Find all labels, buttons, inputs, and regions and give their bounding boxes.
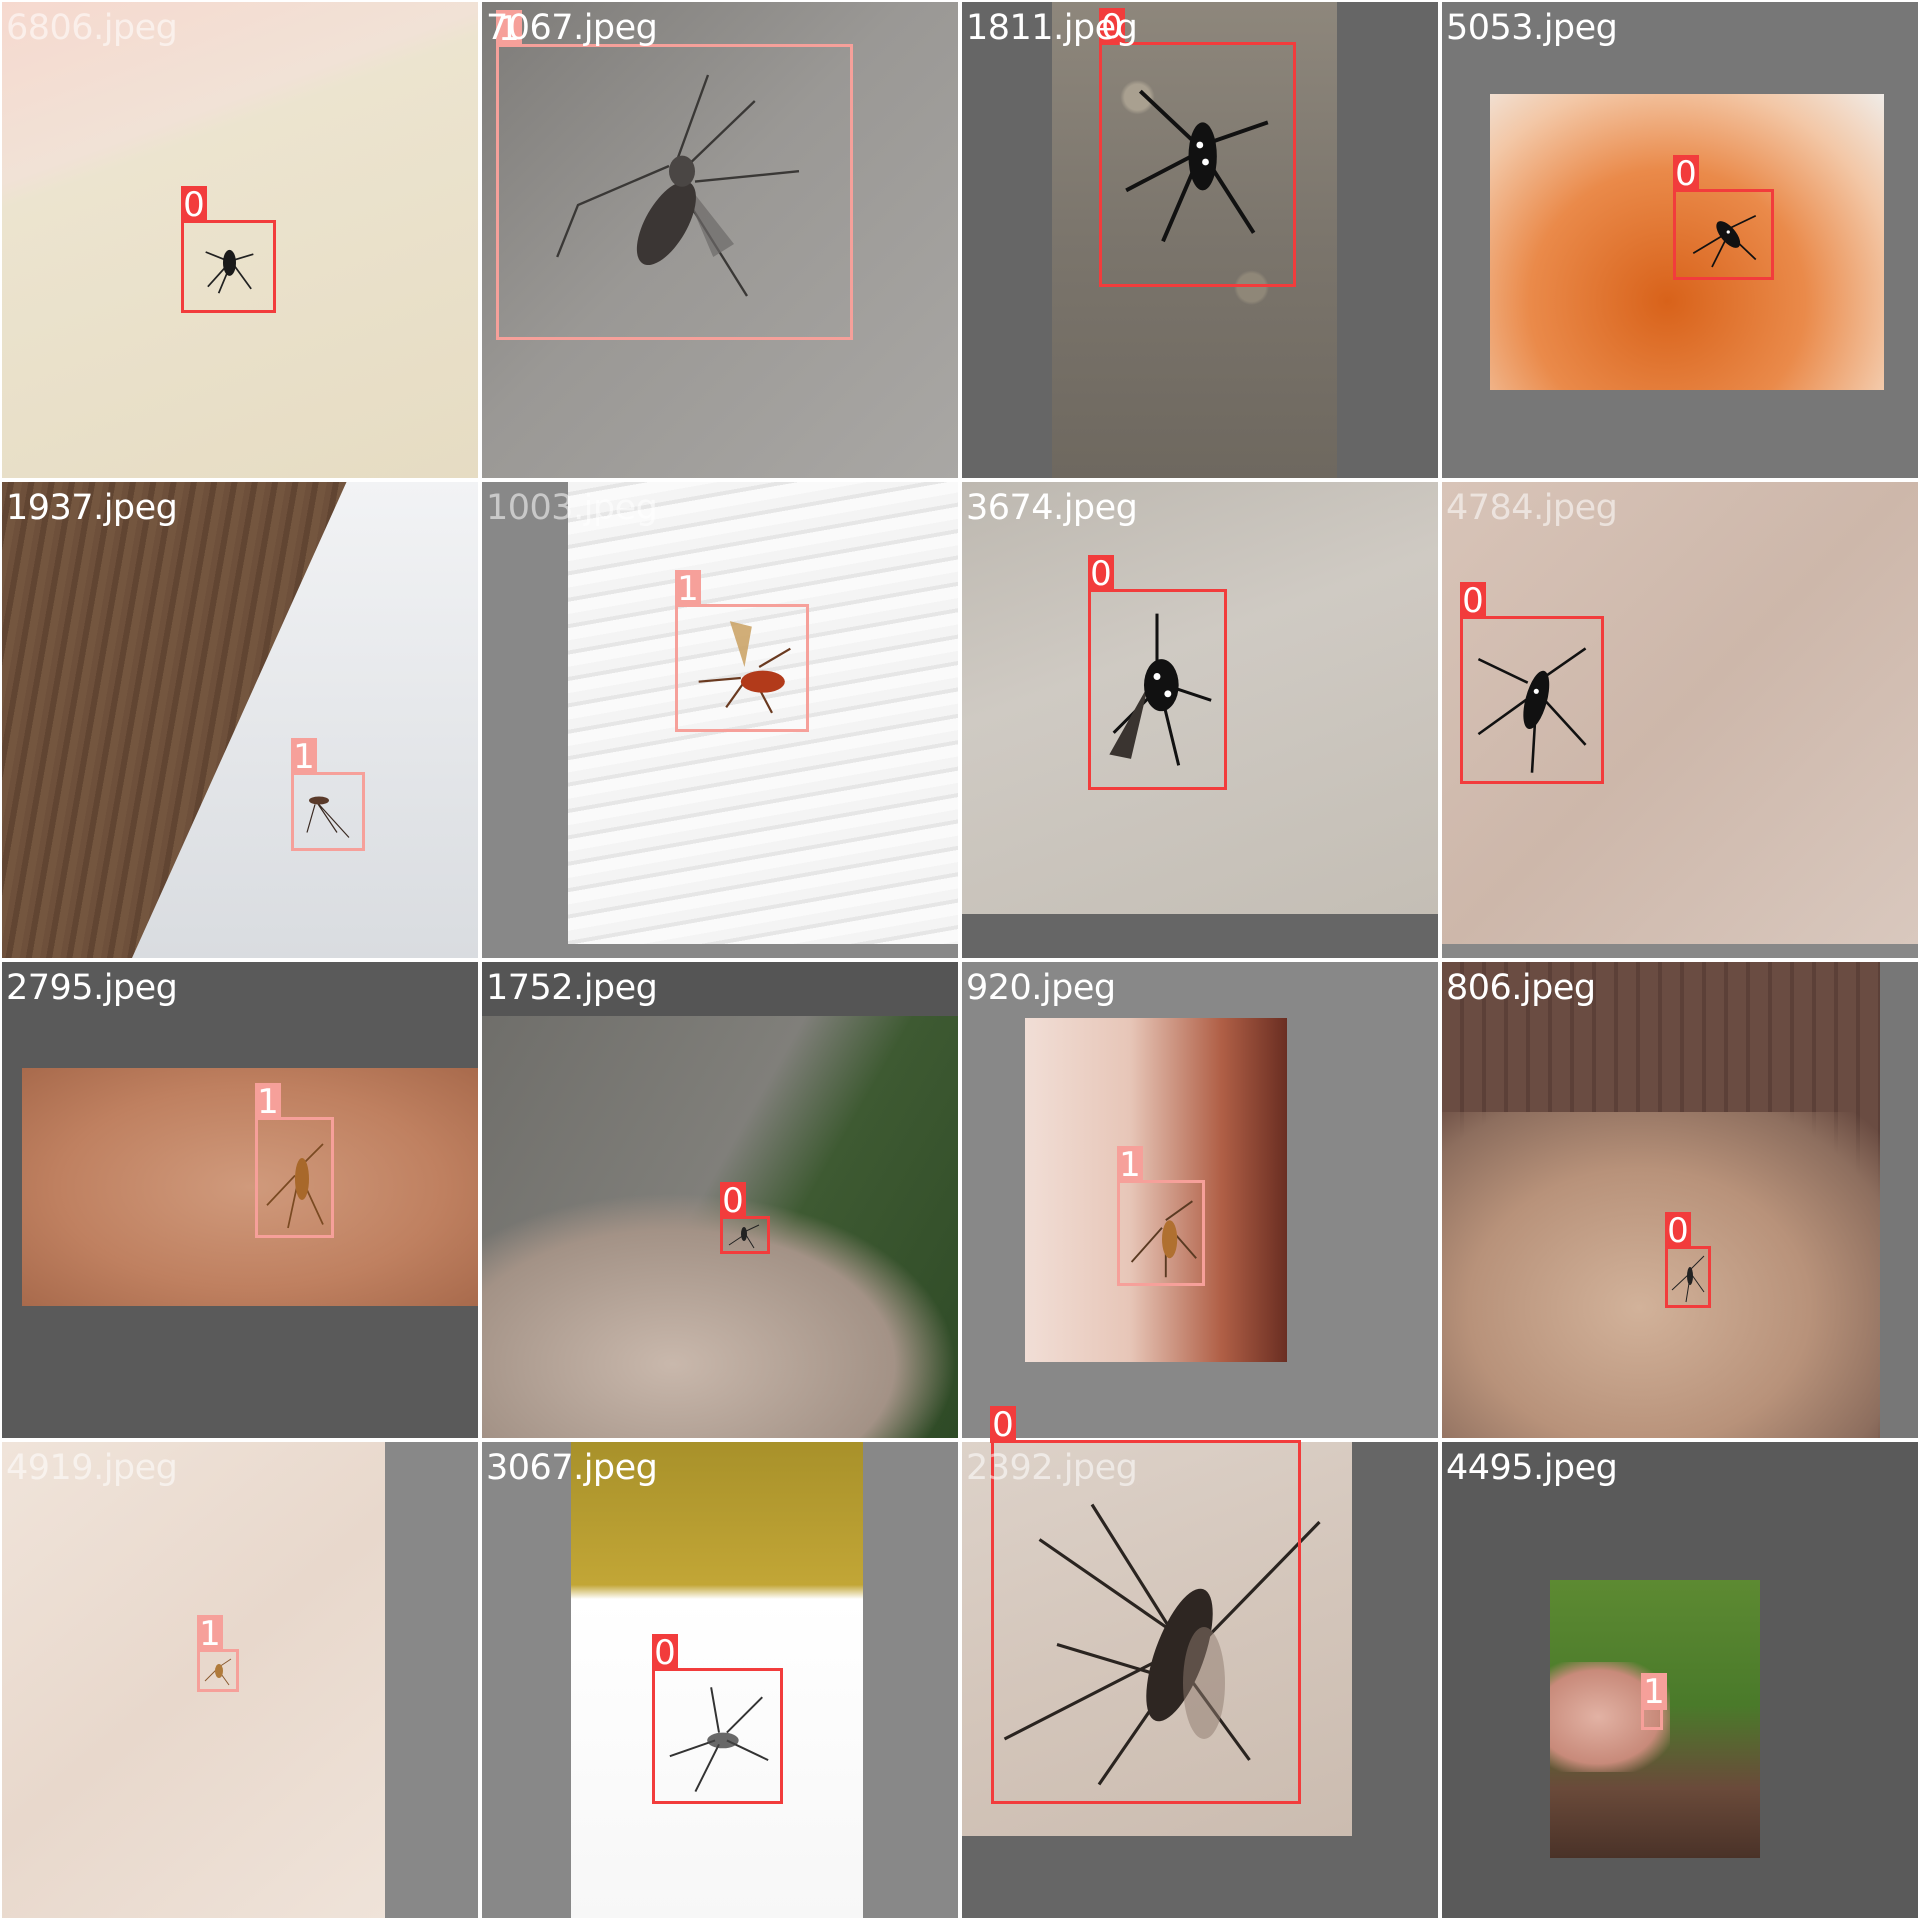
bounding-box: 1 [291, 738, 365, 851]
mosquito-icon [542, 62, 822, 322]
photo [568, 482, 958, 944]
class-label: 1 [1117, 1146, 1143, 1184]
mosquito-icon [201, 1653, 235, 1688]
class-label: 0 [652, 1634, 678, 1672]
bounding-box: 1 [496, 10, 853, 340]
class-label: 1 [1641, 1673, 1667, 1711]
photo [571, 1442, 863, 1918]
tile-1811: 0 1811.jpeg [962, 2, 1438, 478]
file-name: 806.jpeg [1446, 968, 1596, 1008]
tile-7067: 1 7067.jpeg [482, 2, 958, 478]
mosquito-icon [197, 230, 262, 300]
mosquito-icon [724, 1220, 764, 1250]
class-label: 0 [1088, 555, 1114, 593]
mosquito-icon [297, 780, 357, 845]
tile-4919: 1 4919.jpeg [2, 1442, 478, 1918]
file-name: 920.jpeg [966, 968, 1116, 1008]
bounding-box: 0 [1665, 1212, 1711, 1308]
class-label: 1 [496, 10, 522, 48]
tile-2392: 0 2392.jpeg [962, 1442, 1438, 1918]
mosquito-icon [1122, 1186, 1202, 1281]
file-name: 4495.jpeg [1446, 1448, 1618, 1488]
mosquito-icon [660, 1674, 778, 1799]
file-name: 7067.jpeg [486, 8, 658, 48]
photo [22, 1068, 478, 1306]
tile-3067: 0 3067.jpeg [482, 1442, 958, 1918]
file-name: 2795.jpeg [6, 968, 178, 1008]
bounding-box: 1 [255, 1083, 334, 1238]
class-label: 0 [1460, 582, 1486, 620]
tile-3674: 0 3674.jpeg [962, 482, 1438, 958]
bounding-box: 0 [1088, 555, 1227, 790]
hand [1442, 1112, 1880, 1438]
bounding-box: 0 [1673, 155, 1774, 280]
mosquito-icon [1467, 627, 1597, 777]
file-name: 3674.jpeg [966, 488, 1138, 528]
tile-1752: 0 1752.jpeg [482, 962, 958, 1438]
file-name: 1937.jpeg [6, 488, 178, 528]
bounding-box: 0 [720, 1182, 770, 1254]
bounding-box: 1 [197, 1615, 239, 1692]
tile-4784: 0 4784.jpeg [1442, 482, 1918, 958]
bounding-box: 0 [991, 1442, 1301, 1804]
tile-4495: 1 4495.jpeg [1442, 1442, 1918, 1918]
class-label: 1 [197, 1615, 223, 1653]
bounding-box: 0 [181, 186, 276, 313]
photo [962, 1442, 1352, 1836]
photo [1490, 94, 1884, 390]
mosquito-icon [1092, 597, 1222, 782]
bounding-box: 0 [652, 1634, 783, 1804]
file-name: 1752.jpeg [486, 968, 658, 1008]
photo [1025, 1018, 1287, 1362]
mosquito-icon [687, 612, 802, 722]
file-name: 4919.jpeg [6, 1448, 178, 1488]
mosquito-icon [1682, 197, 1767, 272]
class-label: 0 [1665, 1212, 1691, 1250]
tile-2795: 1 2795.jpeg [2, 962, 478, 1438]
file-name: 5053.jpeg [1446, 8, 1618, 48]
bounding-box: 1 [1117, 1146, 1205, 1286]
bounding-box: 0 [1099, 8, 1296, 287]
file-name: 4784.jpeg [1446, 488, 1618, 528]
mosquito-icon [977, 1452, 1347, 1802]
photo [1442, 482, 1918, 944]
tile-1937: 1 1937.jpeg [2, 482, 478, 958]
tile-5053: 0 5053.jpeg [1442, 2, 1918, 478]
bounding-box-top-edge [991, 1440, 1301, 1443]
tile-6806: 0 6806.jpeg [2, 2, 478, 478]
class-label-overflow: 0 [990, 1406, 1016, 1444]
tile-920: 1 920.jpeg [962, 962, 1438, 1438]
mosquito-icon [260, 1124, 330, 1234]
file-name: 2392.jpeg [966, 1448, 1138, 1488]
tile-806: 0 806.jpeg [1442, 962, 1918, 1438]
class-label: 1 [255, 1083, 281, 1121]
file-name: 6806.jpeg [6, 8, 178, 48]
class-label: 0 [181, 186, 207, 224]
class-label: 0 [720, 1182, 746, 1220]
photo [2, 2, 478, 478]
class-label: 0 [1673, 155, 1699, 193]
bounding-box: 1 [1641, 1673, 1667, 1730]
class-label: 0 [1099, 8, 1125, 46]
class-label: 1 [675, 570, 701, 608]
photo [2, 1442, 385, 1918]
tile-1003: 1 1003.jpeg [482, 482, 958, 958]
class-label: 1 [291, 738, 317, 776]
bounding-box: 1 [675, 570, 809, 732]
file-name: 3067.jpeg [486, 1448, 658, 1488]
file-name: 1003.jpeg [486, 488, 658, 528]
mosquito-icon [1112, 62, 1282, 262]
mosquito-icon [1668, 1250, 1708, 1305]
bounding-box: 0 [1460, 582, 1604, 784]
file-name: 1811.jpeg [966, 8, 1138, 48]
